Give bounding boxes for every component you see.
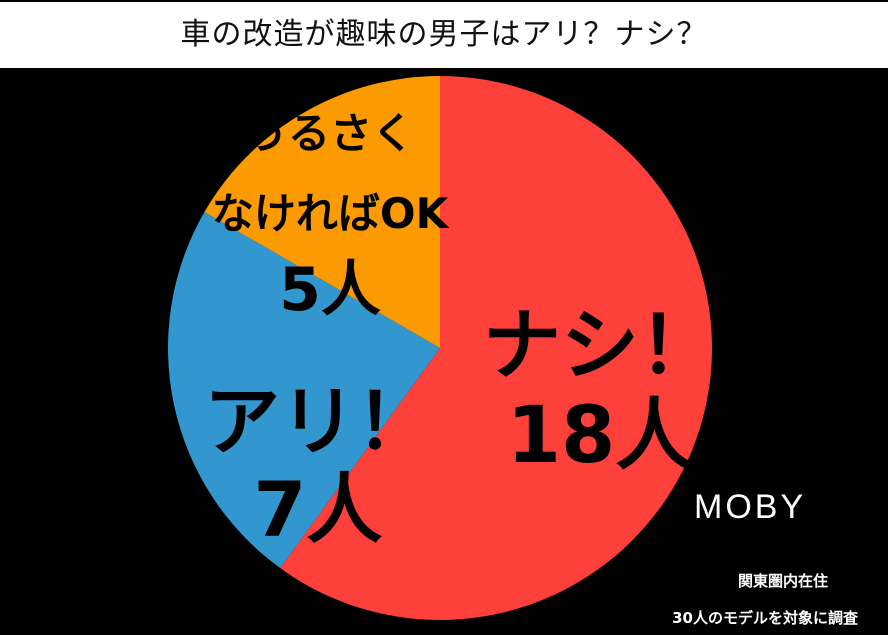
footnote-method: 30人のモデルを対象に調査 — [672, 609, 858, 627]
pie-slice-ari — [167, 212, 440, 569]
slice-label-ari-line-2: 7人 — [254, 465, 383, 554]
slice-label-nashi-line-2: 18人 — [507, 391, 694, 481]
slice-label-urusaku-line-2: なければOK — [212, 189, 450, 238]
pie-slice-urusaku — [204, 76, 440, 348]
footnote-region: 関東圏内在住 — [737, 572, 828, 590]
slice-label-urusaku-line-1: うるさく — [246, 109, 414, 158]
slice-label-nashi-line-1: ナシ！ — [483, 301, 717, 391]
slice-label-urusaku-line-3: 5人 — [279, 255, 381, 325]
brand-logo: MOBY — [694, 488, 807, 526]
slice-label-ari-line-1: アリ！ — [204, 377, 432, 466]
pie-slice-nashi — [280, 76, 712, 620]
chart-title: 車の改造が趣味の男子はアリ？ナシ？ — [0, 2, 888, 68]
